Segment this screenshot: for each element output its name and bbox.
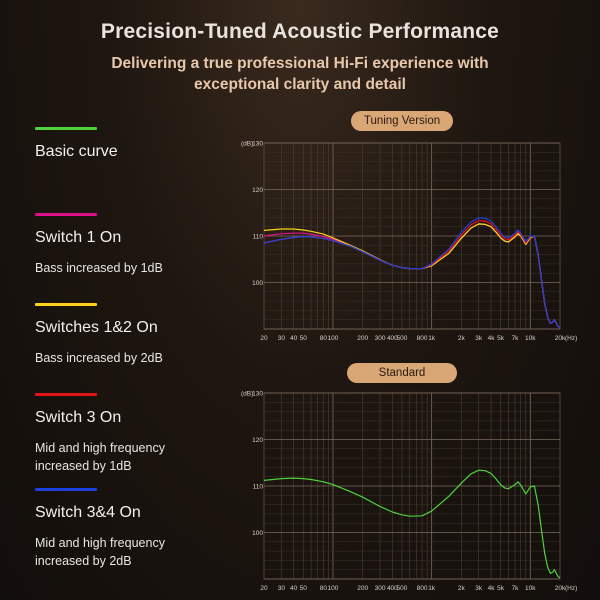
- x-tick-label: 100: [328, 335, 339, 342]
- x-tick-label: 5k: [497, 335, 505, 342]
- y-tick-label: 130: [252, 391, 263, 398]
- y-tick-label: 120: [252, 187, 263, 194]
- legend-item-switches-1-2: Switches 1&2 On Bass increased by 2dB: [35, 303, 235, 367]
- x-tick-label: 100: [328, 585, 339, 592]
- x-axis-unit-label: (Hz): [565, 585, 577, 592]
- x-tick-label: 2k: [458, 335, 466, 342]
- x-tick-label: 4k: [488, 335, 496, 342]
- x-tick-label: 3k: [475, 585, 483, 592]
- subtitle-line-2: exceptional clarity and detail: [194, 76, 406, 93]
- series-line-0: [263, 469, 561, 579]
- y-tick-label: 130: [252, 141, 263, 148]
- legend-item-basic-curve: Basic curve: [35, 127, 235, 161]
- x-tick-label: 7k: [512, 585, 520, 592]
- legend-item-switch-3: Switch 3 On Mid and high frequency incre…: [35, 393, 205, 475]
- series-line-2: [263, 223, 561, 329]
- y-tick-label: 110: [253, 484, 264, 491]
- x-tick-label: 800: [417, 585, 428, 592]
- y-axis-unit-label: (dB): [241, 391, 253, 398]
- x-tick-label: 1k: [428, 335, 436, 342]
- legend-description: Bass increased by 1dB: [35, 261, 163, 275]
- x-tick-label: 200: [357, 335, 368, 342]
- series-line-0: [263, 223, 561, 329]
- legend-label: Switch 3&4 On: [35, 504, 141, 521]
- legend-label: Switch 3 On: [35, 409, 122, 426]
- page-title: Precision-Tuned Acoustic Performance: [100, 20, 500, 43]
- x-tick-label: 300: [375, 335, 386, 342]
- x-tick-label: 50: [300, 335, 308, 342]
- x-tick-label: 2k: [458, 585, 466, 592]
- x-tick-label: 500: [397, 585, 408, 592]
- x-tick-label: 30: [278, 585, 286, 592]
- x-tick-label: 800: [417, 335, 428, 342]
- legend-label: Switches 1&2 On: [35, 319, 158, 336]
- x-tick-label: 7k: [512, 335, 520, 342]
- x-tick-label: 400: [387, 335, 398, 342]
- legend-description: Bass increased by 2dB: [35, 351, 163, 365]
- x-tick-label: 200: [357, 585, 368, 592]
- x-tick-label: 1k: [428, 585, 436, 592]
- x-tick-label: 20: [260, 585, 268, 592]
- x-tick-label: 300: [375, 585, 386, 592]
- x-tick-label: 400: [387, 585, 398, 592]
- x-tick-label: 500: [397, 335, 408, 342]
- series-line-4: [263, 217, 561, 329]
- x-tick-label: 30: [278, 335, 286, 342]
- legend-swatch: [35, 488, 97, 491]
- x-tick-label: 50: [300, 585, 308, 592]
- x-tick-label: 5k: [497, 585, 505, 592]
- y-tick-label: 100: [252, 280, 263, 287]
- chart-title-pill-tuning: Tuning Version: [351, 111, 453, 131]
- chart-title-pill-standard: Standard Version: [347, 363, 457, 399]
- x-axis-unit-label: (Hz): [565, 335, 577, 342]
- legend-description: Mid and high frequency increased by 2dB: [35, 536, 165, 568]
- legend-swatch: [35, 303, 97, 306]
- series-line-1: [263, 223, 561, 329]
- x-tick-label: 10k: [525, 585, 536, 592]
- x-tick-label: 10k: [525, 335, 536, 342]
- legend-label: Switch 1 On: [35, 229, 122, 246]
- y-axis-unit-label: (dB): [241, 141, 253, 148]
- y-tick-label: 110: [253, 234, 264, 241]
- y-tick-label: 120: [252, 437, 263, 444]
- y-tick-label: 100: [252, 530, 263, 537]
- x-tick-label: 80: [320, 335, 328, 342]
- x-tick-label: 40: [290, 335, 298, 342]
- x-tick-label: 20k: [555, 335, 566, 342]
- x-tick-label: 4k: [488, 585, 496, 592]
- legend-item-switch-3-4: Switch 3&4 On Mid and high frequency inc…: [35, 488, 205, 570]
- x-tick-label: 80: [320, 585, 328, 592]
- x-tick-label: 40: [290, 585, 298, 592]
- legend-swatch: [35, 127, 97, 130]
- x-tick-label: 3k: [475, 335, 483, 342]
- legend-item-switch-1: Switch 1 On Bass increased by 1dB: [35, 213, 235, 277]
- legend-description: Mid and high frequency increased by 1dB: [35, 441, 165, 473]
- legend-swatch: [35, 213, 97, 216]
- legend-label: Basic curve: [35, 143, 118, 160]
- x-tick-label: 20: [260, 335, 268, 342]
- legend-swatch: [35, 393, 97, 396]
- subtitle-line-1: Delivering a true professional Hi-Fi exp…: [111, 55, 489, 72]
- x-tick-label: 20k: [555, 585, 566, 592]
- page-subtitle: Delivering a true professional Hi-Fi exp…: [60, 53, 540, 95]
